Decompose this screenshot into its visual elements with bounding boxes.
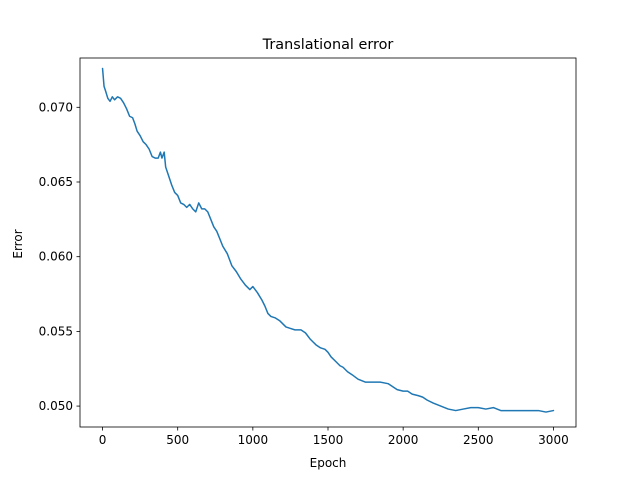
y-tick-label: 0.065 [39, 175, 73, 189]
chart-title: Translational error [262, 37, 394, 53]
x-tick-label: 1000 [238, 433, 269, 447]
x-tick-label: 0 [99, 433, 107, 447]
plot-area: 0 500 1000 1500 2000 2500 3000 0.050 0.055 0.060 0… [39, 57, 577, 447]
x-tick-label: 3000 [538, 433, 569, 447]
y-tick-label: 0.050 [39, 399, 73, 413]
x-tick-label: 2000 [388, 433, 419, 447]
x-tick-label: 500 [166, 433, 189, 447]
x-tick-label: 2500 [463, 433, 494, 447]
y-axis-title: Error [11, 229, 25, 258]
y-tick-label: 0.060 [39, 250, 73, 264]
y-tick-label: 0.070 [39, 100, 73, 114]
y-tick-label: 0.055 [39, 324, 73, 338]
x-axis-title: Epoch [310, 456, 347, 470]
series-line-0 [101, 67, 555, 413]
x-tick-label: 1500 [313, 433, 344, 447]
